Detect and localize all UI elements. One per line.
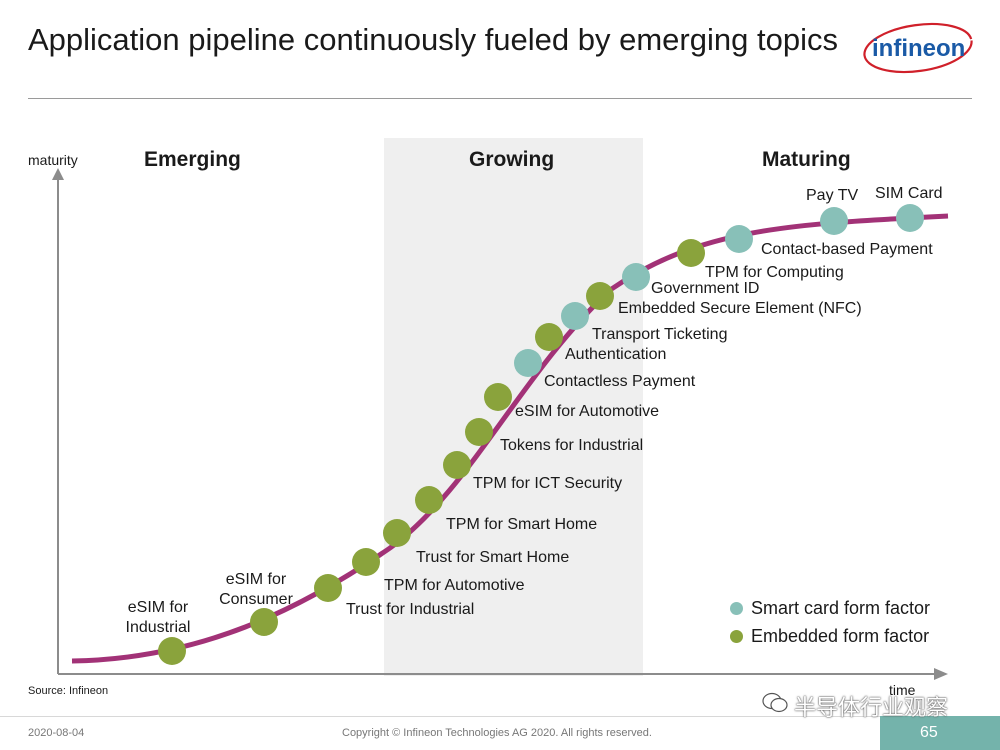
legend-item-smart-card: Smart card form factor <box>730 594 930 622</box>
wechat-icon <box>762 692 788 720</box>
x-axis-label: time <box>889 682 916 698</box>
app-label: eSIM for Automotive <box>515 403 659 420</box>
app-point-smart-card <box>820 207 848 235</box>
app-label: Contact-based Payment <box>761 241 933 258</box>
page-number: 65 <box>920 724 938 741</box>
app-label: Tokens for Industrial <box>500 437 643 454</box>
app-point-embedded <box>250 608 278 636</box>
app-label: eSIM for Consumer <box>219 571 293 608</box>
app-point-smart-card <box>622 263 650 291</box>
app-label: Contactless Payment <box>544 373 696 390</box>
app-point-embedded <box>443 451 471 479</box>
watermark-text: 半导体行业观察 <box>794 695 949 720</box>
app-label: SIM Card <box>875 185 943 202</box>
page-title: Application pipeline continuously fueled… <box>28 22 838 57</box>
app-label: Trust for Industrial <box>346 601 474 618</box>
app-point-smart-card <box>725 225 753 253</box>
y-axis-label: maturity <box>28 152 78 168</box>
app-point-smart-card <box>896 204 924 232</box>
app-point-embedded <box>465 418 493 446</box>
app-label: Transport Ticketing <box>592 326 727 343</box>
stage-growing: Growing <box>469 148 555 171</box>
legend-label-smart-card: Smart card form factor <box>751 597 931 618</box>
app-label: Trust for Smart Home <box>416 549 569 566</box>
application-points: eSIM for Industrial eSIM for Consumer Trust … <box>126 185 943 665</box>
app-label: Embedded Secure Element (NFC) <box>618 300 862 317</box>
logo-text: infineon <box>872 35 965 62</box>
app-point-embedded <box>586 282 614 310</box>
app-point-embedded <box>314 574 342 602</box>
infineon-logo: infineon <box>863 22 973 74</box>
legend-label-embedded: Embedded form factor <box>751 625 930 646</box>
embedded-dot-icon <box>730 629 743 643</box>
app-point-embedded <box>415 486 443 514</box>
app-point-embedded <box>158 637 186 665</box>
app-point-embedded <box>352 548 380 576</box>
footer-copyright: Copyright © Infineon Technologies AG 202… <box>342 727 652 739</box>
stage-emerging: Emerging <box>144 148 241 171</box>
app-label: Government ID <box>651 280 759 297</box>
app-label: TPM for ICT Security <box>473 475 622 492</box>
page-number-box <box>880 716 1000 750</box>
x-axis-arrow-icon <box>934 668 948 680</box>
legend-item-embedded: Embedded form factor <box>730 622 930 650</box>
app-point-embedded <box>677 239 705 267</box>
smart-card-dot-icon <box>730 601 743 615</box>
watermark: 半导体行业观察 <box>762 690 948 722</box>
maturity-curve <box>71 213 949 664</box>
app-label: eSIM for Industrial <box>126 599 191 636</box>
app-label: Authentication <box>565 346 666 363</box>
app-point-embedded <box>535 323 563 351</box>
footer-date: 2020-08-04 <box>28 727 85 739</box>
y-axis-arrow-icon <box>52 168 64 180</box>
app-label: TPM for Smart Home <box>446 516 597 533</box>
stage-maturing: Maturing <box>762 148 851 171</box>
title-divider <box>28 98 972 99</box>
app-point-embedded <box>383 519 411 547</box>
footer-divider <box>0 716 1000 717</box>
app-label: TPM for Automotive <box>384 577 525 594</box>
app-label: Pay TV <box>806 187 859 204</box>
app-point-embedded <box>484 383 512 411</box>
app-point-smart-card <box>561 302 589 330</box>
app-label: TPM for Computing <box>705 264 844 281</box>
app-point-smart-card <box>514 349 542 377</box>
source-note: Source: Infineon <box>28 685 109 697</box>
legend: Smart card form factor Embedded form fac… <box>730 594 930 650</box>
